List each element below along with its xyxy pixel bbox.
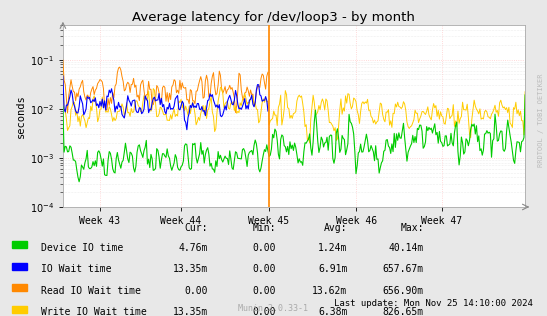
Text: 6.38m: 6.38m xyxy=(318,307,347,316)
Text: Device IO time: Device IO time xyxy=(41,243,123,253)
Text: 656.90m: 656.90m xyxy=(383,286,424,296)
Text: 1.24m: 1.24m xyxy=(318,243,347,253)
Text: Read IO Wait time: Read IO Wait time xyxy=(41,286,141,296)
Text: 40.14m: 40.14m xyxy=(389,243,424,253)
Text: Last update: Mon Nov 25 14:10:00 2024: Last update: Mon Nov 25 14:10:00 2024 xyxy=(334,299,533,308)
Text: IO Wait time: IO Wait time xyxy=(41,264,112,274)
Text: 0.00: 0.00 xyxy=(253,307,276,316)
Text: Munin 2.0.33-1: Munin 2.0.33-1 xyxy=(238,305,309,313)
Text: 0.00: 0.00 xyxy=(184,286,208,296)
Y-axis label: seconds: seconds xyxy=(15,94,26,138)
Text: 13.35m: 13.35m xyxy=(173,307,208,316)
Text: Cur:: Cur: xyxy=(184,223,208,233)
Text: 826.65m: 826.65m xyxy=(383,307,424,316)
Text: 13.62m: 13.62m xyxy=(312,286,347,296)
Text: 13.35m: 13.35m xyxy=(173,264,208,274)
Text: Avg:: Avg: xyxy=(324,223,347,233)
Text: 4.76m: 4.76m xyxy=(178,243,208,253)
Text: Average latency for /dev/loop3 - by month: Average latency for /dev/loop3 - by mont… xyxy=(132,11,415,24)
Text: 657.67m: 657.67m xyxy=(383,264,424,274)
Text: Min:: Min: xyxy=(253,223,276,233)
Text: RRDTOOL / TOBI OETIKER: RRDTOOL / TOBI OETIKER xyxy=(538,73,544,167)
Text: 0.00: 0.00 xyxy=(253,286,276,296)
Text: 0.00: 0.00 xyxy=(253,243,276,253)
Text: Max:: Max: xyxy=(400,223,424,233)
Text: Write IO Wait time: Write IO Wait time xyxy=(41,307,147,316)
Text: 6.91m: 6.91m xyxy=(318,264,347,274)
Text: 0.00: 0.00 xyxy=(253,264,276,274)
